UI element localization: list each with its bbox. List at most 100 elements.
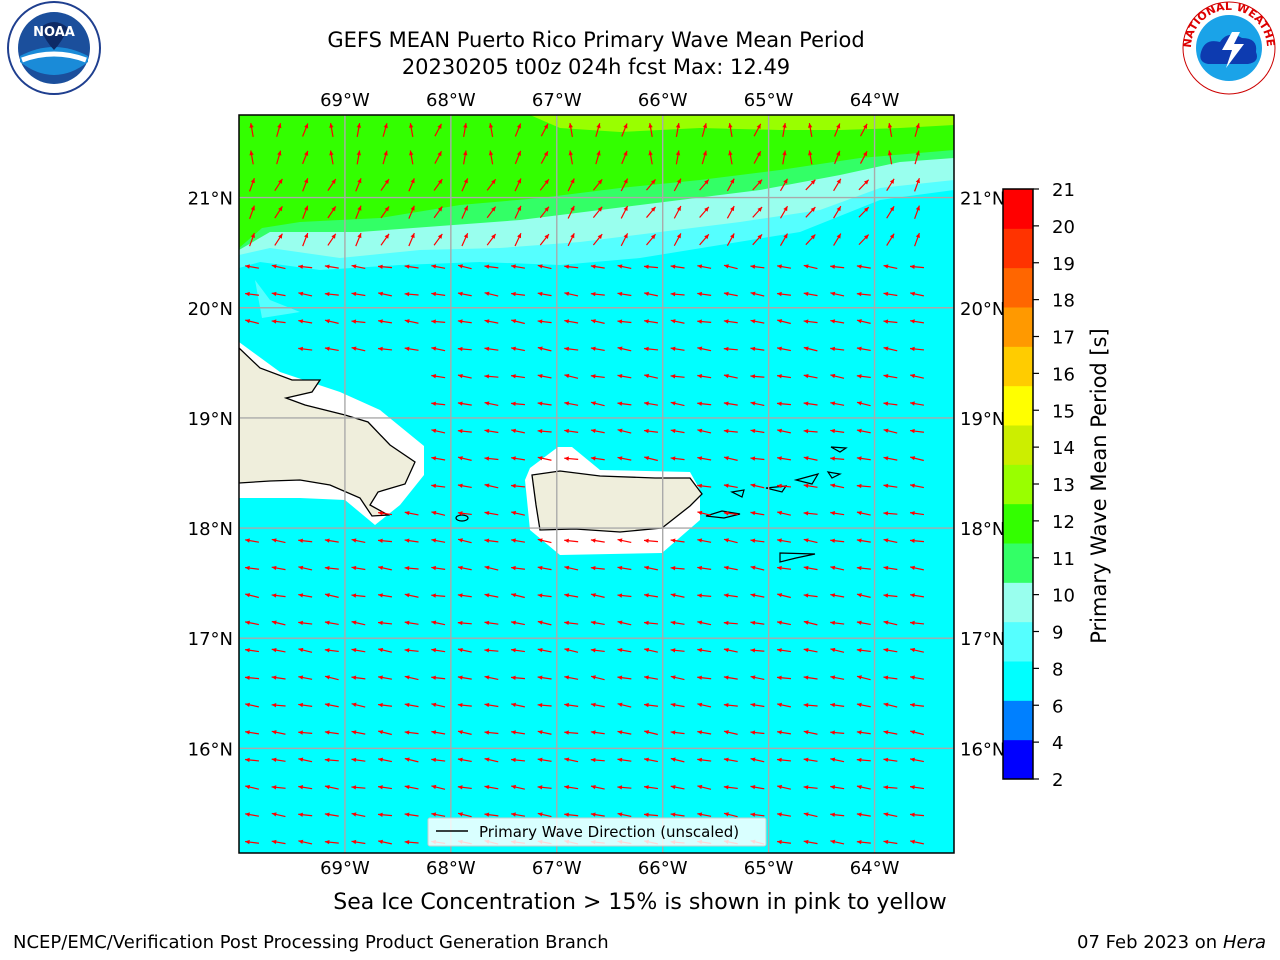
wave-arrowhead [564,346,569,352]
wave-arrowhead [351,812,357,817]
wave-arrowhead [351,565,357,571]
wave-arrowhead [723,785,729,790]
wave-arrowhead [910,373,916,379]
wave-arrowhead [245,648,250,653]
wave-arrowhead [537,620,543,625]
wave-arrowhead [537,373,543,379]
wave-arrowhead [803,346,809,351]
wave-arrowhead [670,620,676,625]
colorbar-segment [1003,503,1033,544]
lon-label-top: 65°W [744,90,794,111]
wave-arrowhead [617,401,623,406]
wave-arrowhead [723,346,729,352]
wave-arrowhead [777,620,782,625]
wave-arrowhead [298,264,303,269]
wave-arrowhead [676,206,681,212]
wave-arrowhead [830,702,836,708]
colorbar-segment [1003,267,1033,308]
wave-arrowhead [723,647,729,653]
wave-arrowhead [431,812,437,817]
wave-arrowhead [750,757,756,762]
colorbar-tick-label: 15 [1052,401,1075,422]
wave-arrowhead [730,178,735,184]
wave-arrowhead [697,730,703,735]
wave-arrowhead [457,620,463,626]
wave-arrowhead [670,264,676,269]
wave-arrowhead [378,675,383,680]
wave-arrowhead [883,428,889,433]
wave-arrowhead [803,812,809,817]
wave-arrowhead [777,456,782,461]
wave-arrowhead [750,346,756,352]
wave-arrowhead [249,123,254,128]
wave-arrowhead [271,538,277,543]
colorbar-segment [1003,582,1033,623]
wave-arrowhead [298,319,304,324]
wave-arrowhead [351,620,357,625]
wave-arrowhead [484,675,490,680]
wave-arrowhead [617,593,623,598]
colorbar-tick-label: 11 [1052,549,1075,570]
wave-arrowhead [591,675,596,680]
wave-arrowhead [537,647,543,653]
wave-arrowhead [697,565,703,571]
wave-arrowhead [644,702,649,708]
wave-arrowhead [856,264,862,269]
wave-arrowhead [384,233,390,239]
map-plot-area [239,115,954,853]
legend-text: Primary Wave Direction (unscaled) [479,823,739,841]
wave-arrowhead [910,620,915,626]
wave-arrowhead [404,620,410,625]
wave-arrowhead [623,233,628,239]
colorbar-segment [1003,700,1033,741]
wave-arrowhead [457,785,463,790]
wave-arrowhead [484,511,490,516]
wave-arrowhead [597,179,603,185]
wave-arrowhead [803,538,809,543]
wave-arrowhead [590,346,596,351]
wave-arrowhead [730,206,735,212]
wave-arrowhead [537,319,543,324]
wave-arrowhead [750,620,756,626]
lon-label-bottom: 69°W [320,858,370,879]
wave-arrowhead [457,675,463,680]
colorbar-tick-label: 9 [1052,623,1063,644]
wave-arrowhead [517,178,522,184]
lon-label-top: 66°W [638,90,688,111]
wave-arrowhead [617,565,623,571]
wave-arrowhead [537,785,543,790]
wave-arrowhead [883,785,889,790]
wave-arrowhead [271,703,277,708]
wave-arrowhead [431,757,436,763]
wave-arrowhead [431,374,437,379]
wave-arrowhead [484,456,490,461]
wave-arrowhead [777,264,782,269]
wave-arrowhead [777,538,782,543]
colorbar-segment [1003,385,1033,426]
wave-arrowhead [431,730,437,735]
wave-arrowhead [351,346,357,351]
wave-arrowhead [404,319,410,324]
wave-arrowhead [782,123,787,128]
lat-label-left: 17°N [188,629,233,650]
footer-date: 07 Feb 2023 on Hera [1077,932,1266,953]
wave-arrowhead [808,150,813,156]
wave-arrowhead [271,785,277,790]
wave-arrowhead [324,702,330,708]
wave-arrowhead [245,757,250,763]
wave-arrowhead [830,319,836,324]
wave-arrowhead [856,839,862,845]
wave-arrowhead [511,346,516,351]
wave-arrowhead [750,483,756,488]
wave-arrowhead [457,483,463,488]
wave-arrowhead [404,346,410,351]
wave-arrowhead [915,150,920,156]
wave-arrowhead [351,319,357,324]
wave-arrowhead [750,511,756,516]
wave-arrowhead [537,429,543,434]
wave-arrowhead [383,150,388,156]
wave-arrowhead [803,757,809,762]
wave-arrowhead [271,757,277,762]
wave-arrowhead [324,730,330,735]
wave-arrowhead [830,812,835,817]
